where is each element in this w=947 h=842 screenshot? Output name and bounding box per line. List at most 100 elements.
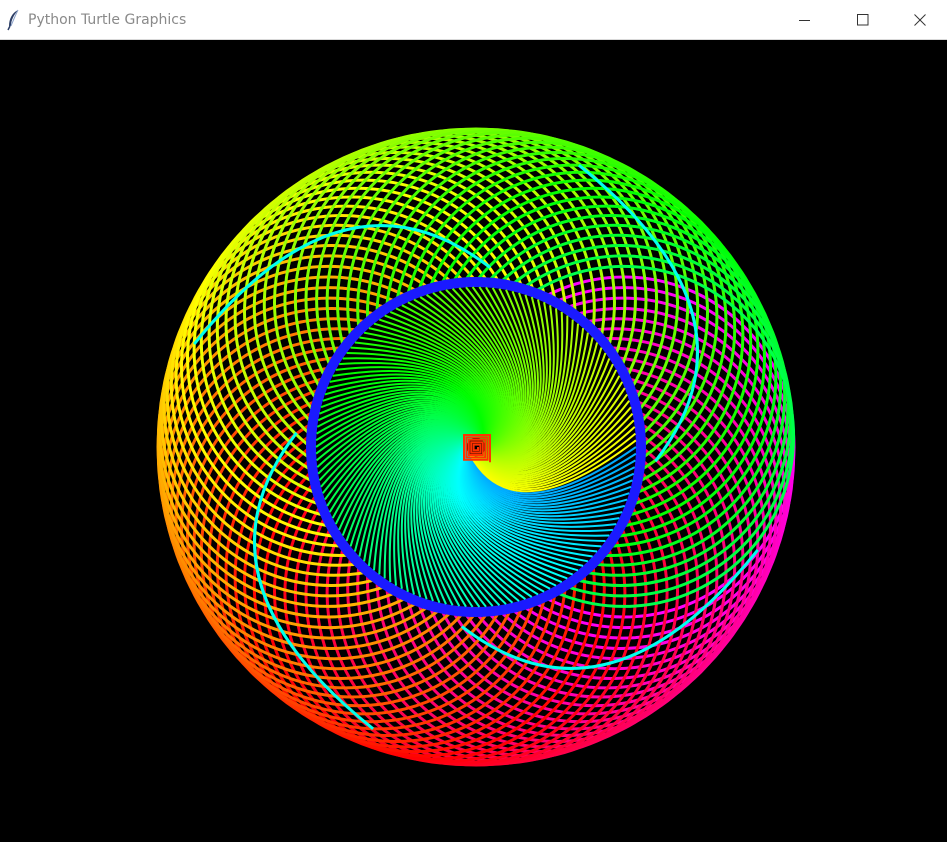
spiro-inner-swirl xyxy=(332,370,486,443)
spiro-inner-swirl xyxy=(384,314,497,448)
spiro-inner-swirl xyxy=(448,444,545,593)
spiro-inner-swirl xyxy=(475,358,611,469)
spiro-inner-swirl xyxy=(335,366,487,443)
spiro-inner-swirl xyxy=(389,310,499,449)
spiro-inner-swirl xyxy=(481,299,548,457)
spiro-inner-swirl xyxy=(468,453,636,502)
spiro-inner-swirl xyxy=(407,301,504,450)
spiro-inner-swirl xyxy=(465,286,521,454)
spiro-inner-swirl xyxy=(322,413,481,494)
spiro-inner-swirl xyxy=(466,452,626,518)
spiro-inner-swirl xyxy=(457,447,579,572)
spiro-inner-swirl xyxy=(473,381,624,475)
feather-icon xyxy=(7,9,19,31)
spiro-inner-swirl xyxy=(395,307,500,449)
spiro-inner-swirl xyxy=(320,385,485,441)
spiro-inner-swirl xyxy=(326,417,480,507)
spirograph-drawing xyxy=(0,40,947,842)
spiro-inner-swirl xyxy=(477,332,589,463)
spiro-inner-swirl xyxy=(400,437,472,592)
close-button[interactable] xyxy=(892,0,947,39)
spiro-inner-swirl xyxy=(354,341,490,445)
spiro-inner-swirl xyxy=(455,446,568,580)
spiro-inner-swirl xyxy=(478,323,579,461)
spiro-inner-swirl xyxy=(418,438,470,605)
spiro-swoop xyxy=(460,548,759,670)
spiro-inner-swirl xyxy=(349,428,477,547)
minimize-icon xyxy=(799,19,810,21)
spiro-inner-swirl xyxy=(462,449,598,553)
spiro-inner-swirl xyxy=(393,436,472,586)
spiro-inner-swirl xyxy=(479,315,569,459)
spiro-inner-swirl xyxy=(404,437,471,595)
spiro-inner-swirl xyxy=(476,337,594,464)
spiro-inner-swirl xyxy=(466,451,623,521)
spiro-inner-swirl xyxy=(388,436,473,583)
spiro-inner-swirl xyxy=(461,448,593,558)
spiro-inner-swirl xyxy=(481,294,542,457)
spiro-inner-swirl xyxy=(363,331,492,446)
spiro-inner-swirl xyxy=(427,439,474,608)
spiro-inner-swirl xyxy=(373,322,495,447)
spiro-inner-swirl xyxy=(482,290,537,456)
spiro-inner-swirl xyxy=(329,373,486,443)
spiro-inner-swirl xyxy=(433,441,494,607)
maximize-button[interactable] xyxy=(834,0,892,39)
spiro-inner-swirl xyxy=(467,453,632,509)
spiro-inner-swirl xyxy=(459,447,584,567)
spiro-inner-swirl xyxy=(438,290,513,452)
spiro-inner-swirl xyxy=(341,425,477,536)
spiro-inner-swirl xyxy=(458,287,519,453)
spiro-inner-swirl xyxy=(468,454,636,499)
spiro-inner-swirl xyxy=(464,450,610,537)
spiro-inner-swirl xyxy=(468,452,637,497)
spiro-inner-swirl xyxy=(338,423,478,531)
spiro-inner-swirl xyxy=(420,439,470,606)
spiro-inner-swirl xyxy=(415,438,470,604)
spiro-inner-swirl xyxy=(475,347,603,466)
spiro-inner-swirl xyxy=(315,399,483,448)
spiro-inner-swirl xyxy=(367,432,475,567)
spiro-inner-swirl xyxy=(445,289,515,453)
spiro-inner-swirl xyxy=(481,296,545,457)
spiro-inner-swirl xyxy=(482,289,534,456)
minimize-button[interactable] xyxy=(776,0,834,39)
close-icon xyxy=(913,13,926,26)
spiro-inner-swirl xyxy=(465,450,613,532)
spiro-inner-swirl xyxy=(478,319,574,460)
title-bar[interactable]: Python Turtle Graphics xyxy=(0,0,947,40)
spiro-inner-swirl xyxy=(466,452,628,515)
spiro-inner-swirl xyxy=(346,352,488,445)
spiro-inner-swirl xyxy=(464,449,606,542)
spiro-inner-swirl xyxy=(477,327,585,462)
turtle-canvas[interactable] xyxy=(0,40,947,842)
spiro-inner-swirl xyxy=(472,393,628,479)
spiro-inner-swirl xyxy=(471,286,523,454)
spiro-inner-swirl xyxy=(463,449,602,548)
spiro-inner-swirl xyxy=(342,357,488,444)
spiro-inner-swirl xyxy=(451,288,517,453)
spiro-inner-swirl xyxy=(450,444,551,590)
spiro-inner-swirl xyxy=(383,435,473,579)
spiro-inner-swirl xyxy=(353,429,476,552)
spiro-inner-swirl xyxy=(318,409,481,481)
spiro-inner-swirl xyxy=(467,452,630,512)
spiro-inner-swirl xyxy=(479,311,564,458)
maximize-icon xyxy=(857,13,869,25)
spiro-inner-swirl xyxy=(422,439,469,607)
spiro-inner-swirl xyxy=(320,411,481,488)
spiro-inner-swirl xyxy=(471,413,634,485)
spiro-inner-swirl xyxy=(474,369,618,472)
spiro-inner-swirl xyxy=(437,441,507,605)
spiro-inner-swirl xyxy=(425,439,469,608)
spiro-inner-swirl xyxy=(378,318,496,448)
spiro-inner-swirl xyxy=(475,352,607,468)
spiro-inner-swirl xyxy=(413,438,470,602)
spiro-inner-swirl xyxy=(316,392,484,441)
spiro-inner-swirl xyxy=(473,375,621,474)
spiro-inner-swirl xyxy=(350,346,489,445)
spiro-inner-swirl xyxy=(345,426,477,542)
spiro-inner-swirl xyxy=(328,419,479,513)
spiro-inner-swirl xyxy=(465,451,617,528)
spiro-inner-swirl xyxy=(324,415,480,501)
